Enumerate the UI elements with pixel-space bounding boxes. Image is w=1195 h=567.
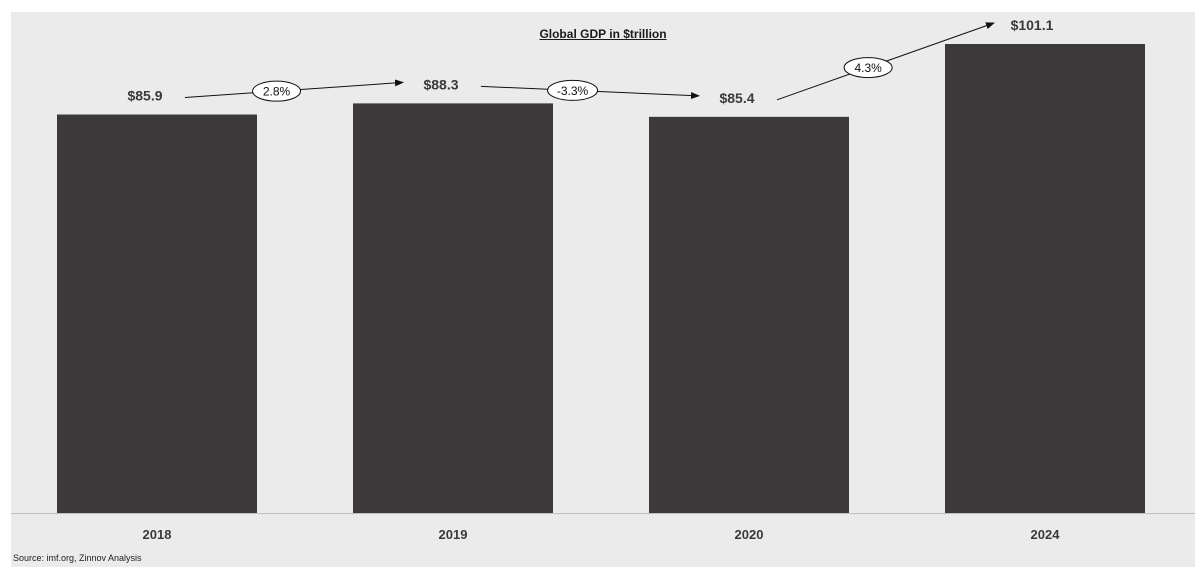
value-label-2019: $88.3 — [423, 76, 458, 92]
value-label-2018: $85.9 — [127, 88, 162, 104]
source-note: Source: imf.org, Zinnov Analysis — [13, 553, 142, 563]
growth-bubble-2020-2024 — [843, 57, 893, 79]
chart-title: Global GDP in $trillion — [539, 27, 667, 41]
growth-bubble-2019-2020 — [547, 79, 599, 101]
chart-panel: 2.8% -3.3% 4.3% 2018 $85.9 2019 $88.3 2020 $85.… — [11, 12, 1195, 567]
growth-bubble-2018-2019 — [252, 80, 302, 102]
bar-2020 — [649, 116, 849, 513]
bar-2018 — [57, 114, 257, 514]
growth-label-2020-2024: 4.3% — [854, 61, 882, 75]
x-tick-label-2019: 2019 — [439, 527, 468, 542]
chart-plot: 2.8% -3.3% 4.3% 2018 $85.9 2019 $88.3 2020 $85.… — [11, 17, 1195, 542]
growth-label-2018-2019: 2.8% — [263, 85, 291, 99]
bar-2024 — [945, 44, 1145, 514]
value-label-2020: $85.4 — [719, 90, 754, 106]
x-tick-label-2020: 2020 — [735, 527, 764, 542]
x-tick-label-2024: 2024 — [1031, 527, 1061, 542]
growth-label-2019-2020: -3.3% — [557, 84, 589, 98]
value-label-2024: $101.1 — [1011, 17, 1054, 33]
x-tick-label-2018: 2018 — [143, 527, 172, 542]
bar-2019 — [353, 103, 553, 513]
